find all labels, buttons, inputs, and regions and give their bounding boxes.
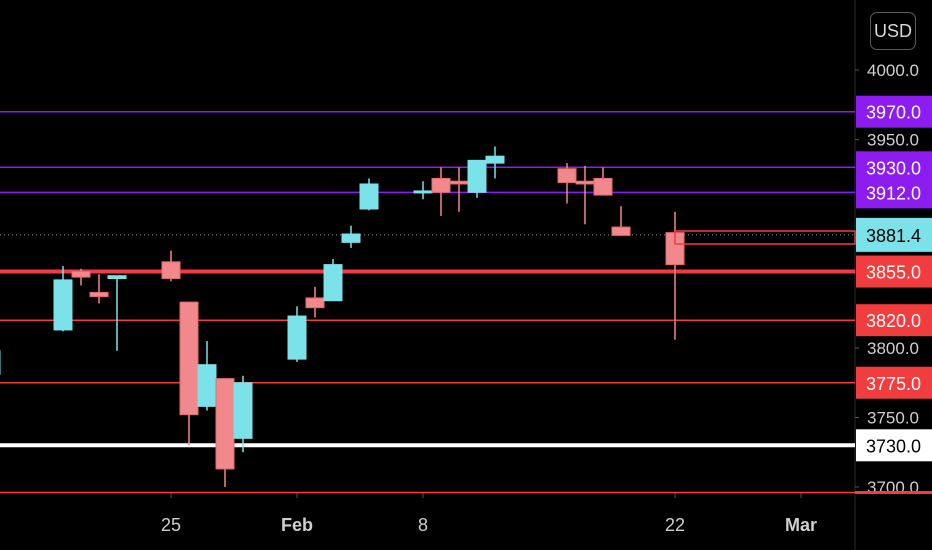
time-axis-label: 8 — [418, 515, 428, 535]
price-axis-label: 3800.0 — [867, 339, 919, 358]
candle-body[interactable] — [341, 233, 361, 243]
price-axis-label: 3750.0 — [867, 409, 919, 428]
position-box — [674, 230, 856, 245]
time-axis-label: 25 — [161, 515, 181, 535]
level-price-tag — [856, 176, 932, 209]
level-price-label: 3912.0 — [866, 183, 921, 203]
candle-body[interactable] — [233, 382, 253, 439]
level-price-label: 3930.0 — [866, 158, 921, 178]
price-axis-label: 3700.0 — [867, 478, 919, 497]
current-price-label: 3881.4 — [866, 226, 921, 246]
time-axis-label: Feb — [281, 515, 313, 535]
candle-body[interactable] — [449, 180, 469, 185]
level-price-label: 3820.0 — [866, 311, 921, 331]
level-price-label: 3855.0 — [866, 263, 921, 283]
candle-body[interactable] — [179, 301, 199, 416]
candle-body[interactable] — [611, 226, 631, 236]
level-price-tag — [856, 255, 932, 288]
candle-body[interactable] — [431, 177, 451, 193]
current-price-tag — [856, 217, 932, 252]
level-price-label: 3730.0 — [866, 436, 921, 456]
candle-body[interactable] — [89, 291, 109, 298]
candle-body[interactable] — [485, 155, 505, 164]
candle-body[interactable] — [107, 275, 127, 280]
candle-body[interactable] — [305, 297, 325, 309]
level-price-label: 3775.0 — [866, 374, 921, 394]
level-price-tag — [856, 366, 932, 399]
candle-body[interactable] — [215, 378, 235, 470]
candle-body[interactable] — [197, 364, 217, 407]
candle-body[interactable] — [161, 261, 181, 280]
candle-body[interactable] — [71, 271, 91, 278]
candle-body[interactable] — [575, 180, 595, 185]
candle-body[interactable] — [413, 190, 433, 194]
price-axis-label: 3950.0 — [867, 131, 919, 150]
candle-body[interactable] — [467, 159, 487, 193]
candle-body[interactable] — [53, 279, 73, 331]
level-price-label: 3970.0 — [866, 103, 921, 123]
candle-body[interactable] — [593, 177, 613, 196]
time-axis-label: 22 — [665, 515, 685, 535]
level-price-tag — [856, 429, 932, 462]
level-price-tag — [856, 304, 932, 337]
currency-button[interactable]: USD — [870, 12, 916, 50]
candle-body[interactable] — [359, 183, 379, 210]
level-price-tag — [856, 95, 932, 128]
candle-body[interactable] — [557, 168, 577, 184]
candle-body[interactable] — [323, 264, 343, 302]
time-axis-label: Mar — [785, 515, 817, 535]
candle-body[interactable] — [287, 315, 307, 360]
price-axis-label: 4000.0 — [867, 61, 919, 80]
